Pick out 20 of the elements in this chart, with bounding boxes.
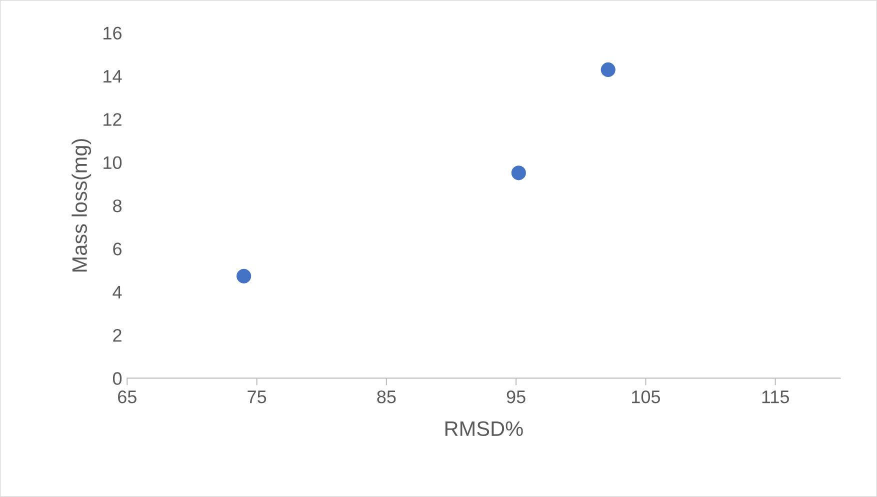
x-tick-label: 75 bbox=[248, 390, 266, 404]
y-axis-title: Mass loss(mg) bbox=[72, 139, 92, 272]
y-tick-label: 4 bbox=[112, 286, 122, 298]
x-tick-label: 65 bbox=[118, 390, 136, 404]
y-tick-label: 0 bbox=[112, 372, 122, 385]
y-tick-label: 14 bbox=[104, 70, 122, 83]
x-tick-label: 95 bbox=[506, 390, 526, 404]
y-tick-label: 10 bbox=[104, 156, 122, 170]
point bbox=[600, 62, 616, 77]
point bbox=[511, 166, 526, 180]
x-tick-label: 115 bbox=[762, 390, 789, 404]
y-tick-label: 6 bbox=[113, 242, 122, 256]
x-tick-label: 85 bbox=[377, 390, 396, 404]
y-tick-label: 16 bbox=[104, 26, 122, 40]
y-tick-label: 2 bbox=[113, 328, 122, 342]
x-tick-label: 105 bbox=[632, 390, 660, 404]
x-axis-title: RMSD% bbox=[445, 421, 523, 436]
y-tick-label: 12 bbox=[104, 113, 122, 126]
point bbox=[236, 268, 252, 284]
y-tick-label: 8 bbox=[113, 199, 122, 212]
